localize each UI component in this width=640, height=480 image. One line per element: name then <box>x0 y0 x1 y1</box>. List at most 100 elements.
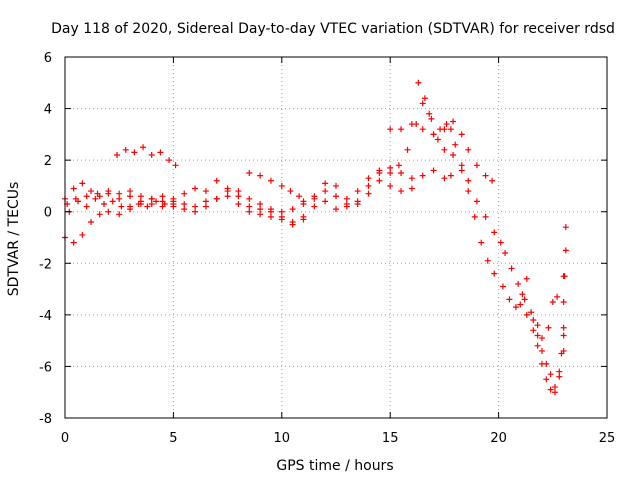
data-point <box>478 239 485 246</box>
data-point <box>148 200 155 207</box>
data-point <box>159 193 166 200</box>
data-point <box>166 157 173 164</box>
axis-ticks <box>64 56 608 419</box>
data-point <box>75 198 82 205</box>
data-point <box>562 247 569 254</box>
data-point <box>83 203 90 210</box>
data-point <box>257 206 264 213</box>
data-point <box>543 376 550 383</box>
data-point <box>365 190 372 197</box>
data-point <box>354 198 361 205</box>
data-point <box>419 126 426 133</box>
data-point <box>508 265 515 272</box>
data-point <box>562 224 569 231</box>
y-tick-label: -4 <box>39 309 52 324</box>
data-point <box>127 193 134 200</box>
data-point <box>181 200 188 207</box>
data-point <box>278 182 285 189</box>
x-tick-label: 15 <box>382 431 399 446</box>
data-point <box>267 206 274 213</box>
series-track-c <box>64 167 454 215</box>
data-point <box>192 203 199 210</box>
data-point <box>497 239 504 246</box>
data-points <box>62 79 569 396</box>
data-point <box>458 162 465 169</box>
data-point <box>499 283 506 290</box>
series-track-i <box>430 121 567 342</box>
data-point <box>447 126 454 133</box>
data-point <box>70 185 77 192</box>
data-point <box>452 141 459 148</box>
data-point <box>300 213 307 220</box>
data-point <box>426 110 433 117</box>
data-point <box>333 182 339 189</box>
data-point <box>278 216 285 223</box>
grid-lines <box>65 57 607 418</box>
data-point <box>556 373 563 380</box>
data-point <box>140 144 147 151</box>
data-point <box>419 172 426 179</box>
data-point <box>450 118 457 125</box>
data-point <box>92 195 99 202</box>
data-point <box>519 291 526 298</box>
data-point <box>554 293 561 300</box>
data-point <box>398 188 405 195</box>
data-point <box>376 167 383 174</box>
data-point <box>491 229 498 236</box>
data-point <box>434 136 441 143</box>
data-point <box>447 172 454 179</box>
data-point <box>549 298 556 305</box>
x-tick-label: 25 <box>599 431 616 446</box>
data-point <box>118 203 125 210</box>
data-point <box>408 175 415 182</box>
data-point <box>465 188 472 195</box>
data-point <box>79 180 86 187</box>
data-point <box>395 162 402 169</box>
x-tick-label: 10 <box>274 431 291 446</box>
data-point <box>408 185 415 192</box>
y-tick-label: -8 <box>39 412 52 427</box>
data-point <box>437 126 444 133</box>
y-axis-label: SDTVAR / TECUs <box>6 182 22 297</box>
data-point <box>398 170 405 177</box>
data-point <box>257 200 264 207</box>
x-tick-label: 5 <box>169 431 177 446</box>
data-point <box>343 200 350 207</box>
data-point <box>246 170 253 177</box>
data-point <box>114 151 121 158</box>
data-point <box>387 126 394 133</box>
series-track-e <box>114 144 179 169</box>
data-point <box>96 211 103 218</box>
data-point <box>170 203 177 210</box>
data-point <box>246 195 253 202</box>
data-point <box>202 203 209 210</box>
data-point <box>560 324 567 331</box>
series-track-g <box>387 118 496 184</box>
y-tick-label: 4 <box>44 103 52 118</box>
data-point <box>528 309 535 316</box>
data-point <box>421 95 428 102</box>
x-tick-label: 20 <box>490 431 507 446</box>
data-point <box>376 177 383 184</box>
data-point <box>530 317 537 324</box>
data-point <box>287 188 294 195</box>
data-point <box>484 257 491 264</box>
data-point <box>79 231 86 238</box>
data-point <box>246 203 253 210</box>
data-point <box>471 213 478 220</box>
data-point <box>94 190 101 197</box>
data-point <box>137 193 144 200</box>
data-point <box>267 213 274 220</box>
series-track-b <box>62 164 415 228</box>
data-point <box>88 219 95 226</box>
data-point <box>83 193 90 200</box>
data-point <box>458 167 465 174</box>
series-track-k <box>530 317 567 391</box>
data-point <box>235 193 242 200</box>
data-point <box>116 190 123 197</box>
tick-labels: 0 5 10 15 20 25 -8 -6 -4 -2 0 2 4 6 <box>39 51 615 446</box>
data-point <box>545 324 552 331</box>
data-point <box>530 327 537 334</box>
data-point <box>127 188 134 195</box>
data-point <box>181 206 188 213</box>
